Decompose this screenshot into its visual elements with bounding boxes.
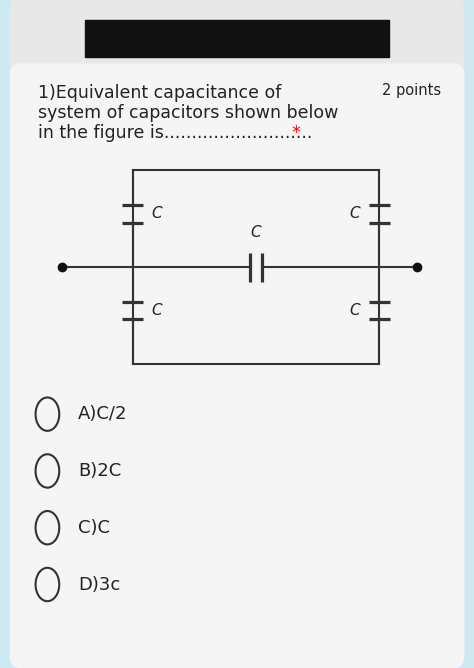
FancyBboxPatch shape [9,0,465,84]
Text: system of capacitors shown below: system of capacitors shown below [38,104,338,122]
Text: *: * [292,124,300,142]
Text: 2 points: 2 points [382,84,441,98]
Text: C: C [350,206,360,221]
Text: C: C [152,303,162,318]
Bar [85,20,389,57]
Text: C)C: C)C [78,519,110,536]
Text: in the figure is...........................: in the figure is........................… [38,124,318,142]
Text: B)2C: B)2C [78,462,121,480]
Text: C: C [152,206,162,221]
Text: 1)Equivalent capacitance of: 1)Equivalent capacitance of [38,84,281,102]
Text: C: C [350,303,360,318]
Text: C: C [251,226,261,240]
Text: A)C/2: A)C/2 [78,405,128,423]
Text: D)3c: D)3c [78,576,120,593]
FancyBboxPatch shape [9,63,465,668]
